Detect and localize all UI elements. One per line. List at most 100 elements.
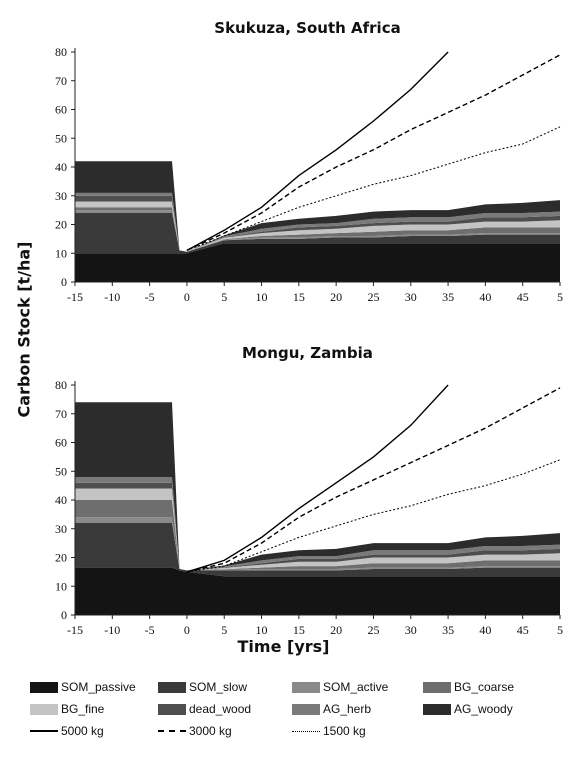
legend-item-5000-kg: 5000 kg xyxy=(30,724,104,738)
area-SOM_slow xyxy=(75,213,560,254)
legend-swatch xyxy=(30,681,58,693)
y-tick-label: 70 xyxy=(55,407,67,421)
x-tick-label: 5 xyxy=(221,623,227,637)
x-tick-label: 30 xyxy=(405,290,417,304)
line-1500-kg xyxy=(186,459,561,573)
y-tick-label: 80 xyxy=(55,45,67,59)
legend-label: SOM_passive xyxy=(61,680,136,694)
legend-item-3000-kg: 3000 kg xyxy=(158,724,232,738)
chart-title: Skukuza, South Africa xyxy=(214,19,400,37)
y-tick-label: 40 xyxy=(55,493,67,507)
x-axis-label: Time [yrs] xyxy=(237,637,330,656)
y-tick-label: 30 xyxy=(55,189,67,203)
legend-swatch xyxy=(292,681,320,693)
x-tick-label: 25 xyxy=(367,623,379,637)
x-tick-label: -15 xyxy=(67,623,83,637)
legend-item-SOM_passive: SOM_passive xyxy=(30,680,136,694)
legend-label: BG_coarse xyxy=(454,680,515,694)
x-tick-label: -10 xyxy=(104,623,120,637)
x-tick-label: 10 xyxy=(256,290,268,304)
x-tick-label: 45 xyxy=(517,623,529,637)
legend-swatch xyxy=(158,681,186,693)
chart-panel-2: Mongu, Zambia 0 10 20 30 40 50 60 70 80 -15 -10 -5 0 5… xyxy=(55,344,563,637)
legend-label: AG_woody xyxy=(454,702,513,716)
legend-item-BG_coarse: BG_coarse xyxy=(423,680,514,694)
line-5000-kg xyxy=(186,51,449,252)
legend-swatch xyxy=(423,681,451,693)
area-AG_woody xyxy=(75,161,560,252)
legend-item-dead_wood: dead_wood xyxy=(158,702,251,716)
legend-label: AG_herb xyxy=(323,702,372,716)
y-tick-label: 50 xyxy=(55,464,67,478)
line-5000-kg xyxy=(186,384,449,573)
x-tick-label: 15 xyxy=(293,623,305,637)
legend-line-swatch xyxy=(30,730,58,732)
x-tick-label: 35 xyxy=(442,290,454,304)
x-tick-label: -10 xyxy=(104,290,120,304)
legend-swatch xyxy=(30,703,58,715)
y-tick-label: 20 xyxy=(55,551,67,565)
legend-item-AG_woody: AG_woody xyxy=(423,702,513,716)
y-tick-label: 60 xyxy=(55,103,67,117)
legend-swatch xyxy=(158,703,186,715)
area-BG_fine xyxy=(75,488,560,571)
legend-item-SOM_slow: SOM_slow xyxy=(158,680,247,694)
area-BG_coarse xyxy=(75,500,560,571)
legend-item-1500-kg: 1500 kg xyxy=(292,724,366,738)
y-tick-label: 80 xyxy=(55,378,67,392)
legend-label: BG_fine xyxy=(61,702,105,716)
legend-swatch xyxy=(292,703,320,715)
x-tick-label: 10 xyxy=(256,623,268,637)
x-tick-label: 20 xyxy=(330,290,342,304)
x-tick-label: 15 xyxy=(293,290,305,304)
y-tick-label: 0 xyxy=(61,608,67,622)
y-tick-label: 60 xyxy=(55,436,67,450)
y-tick-label: 20 xyxy=(55,218,67,232)
x-tick-label: 45 xyxy=(517,290,529,304)
x-tick-label: 40 xyxy=(479,290,491,304)
area-SOM_passive xyxy=(75,243,560,282)
x-tick-label: 5 xyxy=(221,290,227,304)
legend-label: 1500 kg xyxy=(323,724,366,738)
chart-panel-1: Skukuza, South Africa01020304050607080-1… xyxy=(55,19,563,304)
area-SOM_passive xyxy=(75,567,560,615)
legend-label: SOM_slow xyxy=(189,680,248,694)
x-tick-label: 40 xyxy=(479,623,491,637)
area-BG_coarse xyxy=(75,207,560,252)
area-dead_wood xyxy=(75,195,560,252)
area-AG_woody xyxy=(75,402,560,571)
area-SOM_slow xyxy=(75,523,560,577)
legend-line-swatch xyxy=(292,730,320,732)
x-tick-label: 5 xyxy=(557,290,563,304)
y-tick-label: 50 xyxy=(55,131,67,145)
legend-label: 3000 kg xyxy=(189,724,232,738)
legend-item-SOM_active: SOM_active xyxy=(292,680,388,694)
y-tick-label: 0 xyxy=(61,275,67,289)
x-tick-label: 30 xyxy=(405,623,417,637)
legend-item-AG_herb: AG_herb xyxy=(292,702,371,716)
x-tick-label: -5 xyxy=(145,290,155,304)
line-3000-kg xyxy=(186,54,561,252)
area-BG_fine xyxy=(75,201,560,252)
legend-label: SOM_active xyxy=(323,680,389,694)
area-SOM_active xyxy=(75,517,560,571)
y-axis-label-text: Carbon Stock [t/ha] xyxy=(14,241,34,418)
legend-item-BG_fine: BG_fine xyxy=(30,702,104,716)
line-3000-kg xyxy=(186,387,561,573)
x-tick-label: 35 xyxy=(442,623,454,637)
y-tick-label: 40 xyxy=(55,160,67,174)
x-tick-label: 0 xyxy=(184,290,190,304)
legend-label: 5000 kg xyxy=(61,724,104,738)
legend-line-swatch xyxy=(158,730,186,732)
x-tick-label: 20 xyxy=(330,623,342,637)
y-tick-label: 70 xyxy=(55,74,67,88)
legend: SOM_passive SOM_slow SOM_active BG_coarse BG… xyxy=(30,680,567,780)
y-tick-label: 10 xyxy=(55,579,67,593)
chart-title: Mongu, Zambia xyxy=(242,344,373,362)
x-tick-label: 5 xyxy=(557,623,563,637)
y-tick-label: 10 xyxy=(55,246,67,260)
x-tick-label: -15 xyxy=(67,290,83,304)
x-tick-label: 0 xyxy=(184,623,190,637)
y-tick-label: 30 xyxy=(55,522,67,536)
